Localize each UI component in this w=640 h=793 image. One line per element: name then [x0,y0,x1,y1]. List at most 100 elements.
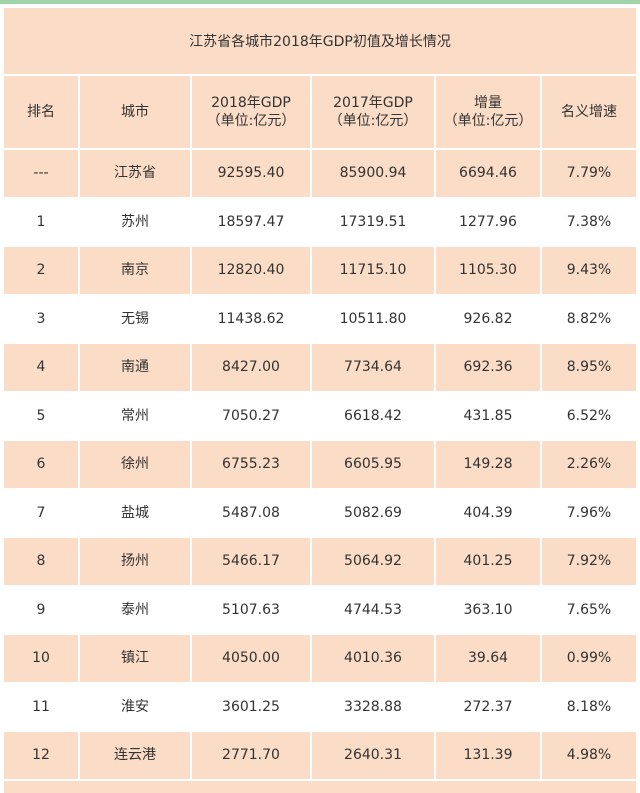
cell-growth-rate: 8.82% [566,310,612,327]
cell-gdp-2017: 2640.31 [312,732,436,779]
cell-city: 泰州 [80,586,192,633]
header-gdp-2018-label: 2018年GDP [211,95,291,111]
cell-rank: 9 [4,586,80,633]
header-city: 城市 [80,76,192,148]
header-growth-rate: 名义增速 [542,76,636,148]
cell-gdp-2018: 2771.70 [192,732,312,779]
header-increment-label: 增量 [474,95,502,111]
cell-growth-rate: 7.96% [566,504,612,521]
table-body: --- 江苏省 92595.40 85900.94 6694.46 7.79% 1 苏州 185… [4,150,636,781]
cell-rank: 11 [4,683,80,730]
cell-gdp-2018: 6755.23 [192,441,312,488]
cell-increment: 363.10 [436,586,542,633]
table-row: 2 南京 12820.40 11715.10 1105.30 9.43% [4,247,636,296]
gdp-table: 江苏省各城市2018年GDP初值及增长情况 排名 城市 2018年GDP （单位… [4,8,636,793]
cell-growth-rate: 7.65% [566,601,612,618]
table-header-row: 排名 城市 2018年GDP （单位:亿元） 2017年GDP （单位:亿元） … [4,76,636,150]
table-row: 4 南通 8427.00 7734.64 692.36 8.95% [4,344,636,393]
cell-gdp-2017: 6618.42 [312,392,436,439]
cell-gdp-2018: 5466.17 [192,538,312,585]
cell-growth-rate: 7.79% [566,165,612,182]
cell-gdp-2018: 92595.40 [192,150,312,197]
table-row: 8 扬州 5466.17 5064.92 401.25 7.92% [4,538,636,587]
cell-growth-rate: 7.92% [566,553,612,570]
cell-gdp-2017: 6605.95 [312,441,436,488]
cell-increment: 1105.30 [436,247,542,294]
cell-increment: 39.64 [436,635,542,682]
table-row: 1 苏州 18597.47 17319.51 1277.96 7.38% [4,198,636,247]
table-row: 10 镇江 4050.00 4010.36 39.64 0.99% [4,635,636,684]
table-row: 3 无锡 11438.62 10511.80 926.82 8.82% [4,295,636,344]
table-row: 9 泰州 5107.63 4744.53 363.10 7.65% [4,586,636,635]
header-increment-unit: （单位:亿元） [443,113,533,129]
cell-growth-rate: 2.26% [566,456,612,473]
cell-rank: 1 [4,198,80,245]
cell-rank: 7 [4,489,80,536]
cell-city: 淮安 [80,683,192,730]
cell-gdp-2018: 11438.62 [192,295,312,342]
cell-growth-rate: 4.98% [566,747,612,764]
cell-city: 扬州 [80,538,192,585]
cell-gdp-2017: 17319.51 [312,198,436,245]
cell-increment: 131.39 [436,732,542,779]
cell-growth-rate: 6.52% [566,407,612,424]
cell-city: 无锡 [80,295,192,342]
cell-gdp-2018: 18597.47 [192,198,312,245]
table-title: 江苏省各城市2018年GDP初值及增长情况 [4,8,636,76]
cell-gdp-2017: 11715.10 [312,247,436,294]
cell-increment: 1277.96 [436,198,542,245]
cell-gdp-2018: 12820.40 [192,247,312,294]
top-accent-line [0,0,640,4]
cell-city: 苏州 [80,198,192,245]
cell-rank: --- [4,150,80,197]
cell-rank: 2 [4,247,80,294]
cell-increment: 6694.46 [436,150,542,197]
cell-increment: 404.39 [436,489,542,536]
cell-rank: 10 [4,635,80,682]
cell-city: 常州 [80,392,192,439]
cell-gdp-2018: 3601.25 [192,683,312,730]
table-row: 5 常州 7050.27 6618.42 431.85 6.52% [4,392,636,441]
header-gdp-2018-unit: （单位:亿元） [206,113,296,129]
cell-gdp-2017: 7734.64 [312,344,436,391]
cell-gdp-2018: 8427.00 [192,344,312,391]
cell-gdp-2017: 4010.36 [312,635,436,682]
cell-rank: 4 [4,344,80,391]
cell-gdp-2017: 10511.80 [312,295,436,342]
cell-gdp-2018: 7050.27 [192,392,312,439]
header-increment: 增量 （单位:亿元） [436,76,542,148]
cell-gdp-2017: 4744.53 [312,586,436,633]
cell-increment: 149.28 [436,441,542,488]
table-row: 6 徐州 6755.23 6605.95 149.28 2.26% [4,441,636,490]
cell-increment: 692.36 [436,344,542,391]
cell-growth-rate: 8.95% [566,359,612,376]
table-row: 7 盐城 5487.08 5082.69 404.39 7.96% [4,489,636,538]
cell-growth-rate: 9.43% [566,262,612,279]
cell-increment: 272.37 [436,683,542,730]
cell-rank: 3 [4,295,80,342]
header-gdp-2017: 2017年GDP （单位:亿元） [312,76,436,148]
cell-rank: 12 [4,732,80,779]
cell-growth-rate: 0.99% [566,650,612,667]
header-rank-label: 排名 [27,104,55,120]
cell-city: 连云港 [80,732,192,779]
cell-city: 江苏省 [80,150,192,197]
cell-increment: 431.85 [436,392,542,439]
cell-gdp-2018: 5107.63 [192,586,312,633]
cell-increment: 401.25 [436,538,542,585]
next-row-edge [4,780,636,793]
cell-rank: 6 [4,441,80,488]
header-rank: 排名 [4,76,80,148]
header-growth-rate-label: 名义增速 [561,104,617,120]
cell-rank: 8 [4,538,80,585]
cell-city: 徐州 [80,441,192,488]
cell-growth-rate: 8.18% [566,698,612,715]
cell-city: 镇江 [80,635,192,682]
cell-gdp-2017: 5082.69 [312,489,436,536]
cell-gdp-2018: 4050.00 [192,635,312,682]
table-row: 11 淮安 3601.25 3328.88 272.37 8.18% [4,683,636,732]
cell-city: 南京 [80,247,192,294]
cell-increment: 926.82 [436,295,542,342]
table-row: 12 连云港 2771.70 2640.31 131.39 4.98% [4,732,636,781]
header-gdp-2018: 2018年GDP （单位:亿元） [192,76,312,148]
